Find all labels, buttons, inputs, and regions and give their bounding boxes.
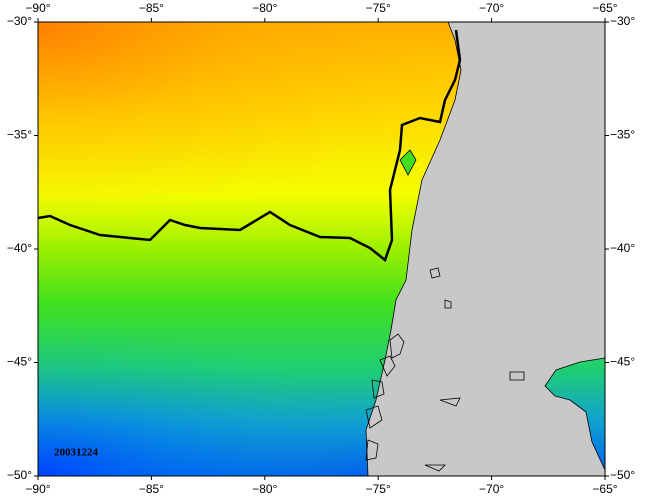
map-area xyxy=(38,22,605,476)
y-tick-label-right: −45° xyxy=(610,355,635,369)
y-tick-label-left: −30° xyxy=(7,14,32,28)
y-tick-label-left: −45° xyxy=(7,355,32,369)
y-tick-label-left: −50° xyxy=(7,468,32,482)
x-tick-label-top: −90° xyxy=(25,1,50,15)
x-tick-label-top: −65° xyxy=(592,1,617,15)
x-tick-label-bottom: −80° xyxy=(252,482,277,496)
islands xyxy=(365,267,525,472)
x-tick-label-bottom: −90° xyxy=(25,482,50,496)
x-tick-label-bottom: −85° xyxy=(139,482,164,496)
y-tick-label-right: −30° xyxy=(610,14,635,28)
x-tick-label-bottom: −75° xyxy=(366,482,391,496)
y-tick-label-right: −40° xyxy=(610,241,635,255)
x-tick-label-top: −70° xyxy=(479,1,504,15)
y-tick-label-right: −50° xyxy=(610,468,635,482)
x-tick-label-bottom: −70° xyxy=(479,482,504,496)
isotherm-contour xyxy=(38,29,462,263)
warm-region xyxy=(38,22,458,222)
x-tick-label-top: −80° xyxy=(252,1,277,15)
x-tick-label-top: −85° xyxy=(139,1,164,15)
y-tick-label-left: −35° xyxy=(7,128,32,142)
coastal-water xyxy=(399,149,417,176)
y-tick-label-right: −35° xyxy=(610,128,635,142)
cold-region xyxy=(38,300,418,476)
x-tick-label-top: −75° xyxy=(366,1,391,15)
y-tick-label-left: −40° xyxy=(7,241,32,255)
x-tick-label-bottom: −65° xyxy=(592,482,617,496)
date-label: 20031224 xyxy=(54,447,99,459)
